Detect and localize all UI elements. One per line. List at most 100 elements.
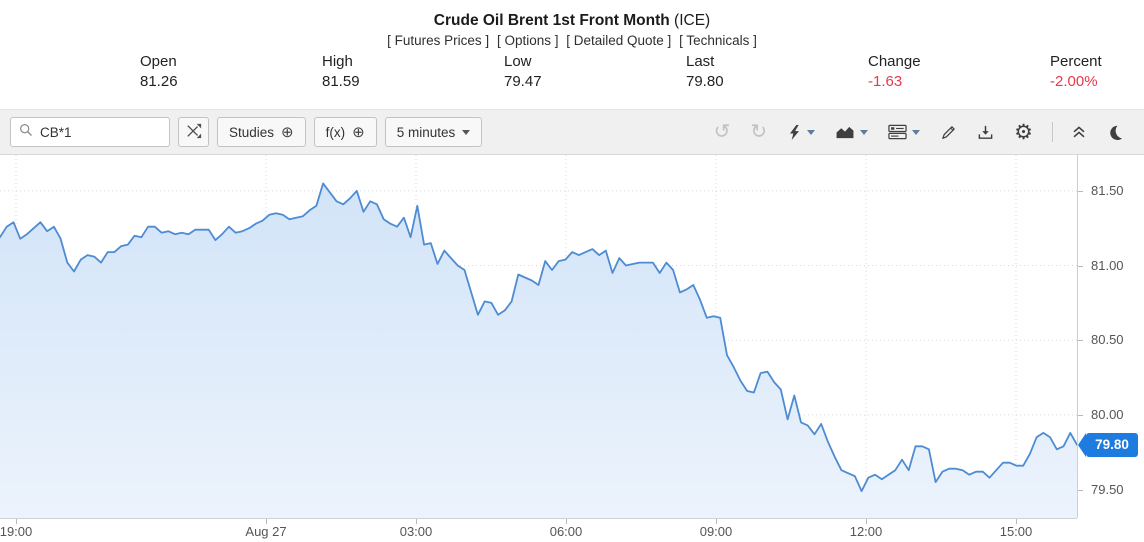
quote-value: 79.47: [504, 73, 542, 90]
undo-button[interactable]: ↺: [707, 117, 738, 147]
quote-field-percent: Percent -2.00%: [1050, 52, 1110, 91]
price-axis-tick: [1078, 265, 1083, 267]
price-axis-tick: [1078, 489, 1083, 491]
link-detailed-quote[interactable]: [ Detailed Quote ]: [566, 33, 672, 48]
link-options[interactable]: [ Options ]: [496, 33, 559, 48]
quote-value: 81.59: [322, 73, 360, 90]
redo-icon: ↻: [750, 121, 768, 143]
download-button[interactable]: [970, 117, 1001, 147]
fx-label: f(x): [325, 124, 346, 140]
compare-icon: [186, 123, 202, 142]
alerts-dropdown-button[interactable]: [780, 117, 822, 147]
time-axis-tick: [266, 519, 267, 524]
price-line: [0, 182, 1078, 492]
quote-value: 79.80: [686, 73, 724, 90]
time-axis-tick: [716, 519, 717, 524]
panels-icon: [888, 124, 907, 140]
gear-icon: ⚙: [1014, 120, 1033, 144]
link-technicals[interactable]: [ Technicals ]: [679, 33, 757, 48]
time-axis-tick: [566, 519, 567, 524]
quote-value: 81.26: [140, 73, 178, 90]
symbol-search-input[interactable]: [40, 124, 150, 140]
time-axis-label: 03:00: [399, 524, 433, 539]
price-axis[interactable]: 81.50 81.00 80.50 80.00 79.50 79.80: [1077, 155, 1144, 518]
theme-toggle-button[interactable]: [1099, 117, 1130, 147]
caret-down-icon: [860, 129, 869, 135]
quote-label: High: [322, 53, 353, 70]
circle-plus-icon: ⊕: [281, 123, 294, 141]
quote-label: Change: [868, 53, 921, 70]
time-axis-label: 06:00: [549, 524, 583, 539]
price-axis-label: 80.00: [1091, 406, 1124, 422]
caret-down-icon: [462, 129, 471, 135]
price-axis-tick: [1078, 414, 1083, 416]
price-area-fill: [0, 183, 1077, 518]
price-axis-label: 79.50: [1091, 481, 1124, 497]
studies-label: Studies: [229, 124, 275, 140]
symbol-search-box[interactable]: [10, 117, 170, 147]
download-icon: [977, 124, 994, 141]
time-axis-tick: [416, 519, 417, 524]
symbol-name: Crude Oil Brent 1st Front Month: [433, 12, 670, 29]
quote-label: Percent: [1050, 53, 1102, 70]
time-axis-label: Aug 27: [245, 524, 287, 539]
price-axis-label: 81.00: [1091, 257, 1124, 273]
area-chart-icon: [835, 125, 855, 140]
price-axis-label: 81.50: [1091, 182, 1124, 198]
exchange-name: (ICE): [674, 12, 711, 29]
circle-plus-icon: ⊕: [352, 123, 365, 141]
period-label: 5 minutes: [396, 124, 456, 140]
quote-label: Low: [504, 53, 532, 70]
time-axis-tick: [866, 519, 867, 524]
caret-down-icon: [807, 129, 816, 135]
quote-value: -2.00%: [1050, 73, 1098, 90]
toolbar-right-icons: ↺ ↻: [707, 117, 1130, 147]
studies-button[interactable]: Studies ⊕: [217, 117, 306, 147]
lightning-icon: [787, 124, 802, 141]
time-axis-label: 15:00: [999, 524, 1033, 539]
last-price-tag: 79.80: [1086, 432, 1138, 457]
link-futures-prices[interactable]: [ Futures Prices ]: [387, 33, 490, 48]
chart-type-dropdown-button[interactable]: [828, 117, 875, 147]
layout-dropdown-button[interactable]: [881, 117, 927, 147]
pencil-icon: [940, 124, 957, 141]
quote-header: Crude Oil Brent 1st Front Month (ICE) [ …: [0, 0, 1144, 100]
quote-label: Open: [140, 53, 177, 70]
collapse-toolbar-button[interactable]: [1065, 117, 1093, 147]
time-axis-label: 12:00: [849, 524, 883, 539]
search-icon: [19, 123, 33, 142]
chart-toolbar: Studies ⊕ f(x) ⊕ 5 minutes ↺ ↻: [0, 109, 1144, 155]
undo-icon: ↺: [713, 121, 731, 143]
double-chevron-up-icon: [1072, 125, 1086, 139]
draw-button[interactable]: [933, 117, 964, 147]
time-axis-label: 09:00: [699, 524, 733, 539]
time-axis-tick: [1016, 519, 1017, 524]
quote-label: Last: [686, 53, 715, 70]
page-title: Crude Oil Brent 1st Front Month (ICE): [0, 12, 1144, 30]
time-axis-label: 19:00: [0, 524, 33, 539]
period-dropdown[interactable]: 5 minutes: [384, 117, 483, 147]
price-axis-tick: [1078, 190, 1083, 192]
axis-corner: [1077, 518, 1144, 542]
settings-button[interactable]: ⚙: [1007, 117, 1040, 147]
compare-button[interactable]: [178, 117, 209, 147]
chart-plot[interactable]: [0, 155, 1078, 518]
quote-field-last: Last 79.80: [686, 52, 746, 91]
time-axis[interactable]: 19:00 Aug 27 03:00 06:00 09:00 12:00 15:00: [0, 518, 1077, 542]
moon-icon: [1106, 124, 1123, 141]
time-axis-tick: [16, 519, 17, 524]
price-area-chart: [0, 155, 1078, 518]
price-axis-tick: [1078, 340, 1083, 342]
quote-field-low: Low 79.47: [504, 52, 564, 91]
quote-row: Open 81.26 High 81.59 Low 79.47 Last 79.…: [0, 52, 1144, 91]
quote-field-high: High 81.59: [322, 52, 382, 91]
price-axis-label: 80.50: [1091, 332, 1124, 348]
fx-button[interactable]: f(x) ⊕: [313, 117, 377, 147]
toolbar-separator: [1052, 122, 1053, 142]
quote-field-open: Open 81.26: [140, 52, 200, 91]
redo-button[interactable]: ↻: [743, 117, 774, 147]
quote-field-change: Change -1.63: [868, 52, 928, 91]
quote-nav-links: [ Futures Prices ] [ Options ] [ Detaile…: [0, 33, 1144, 48]
quote-value: -1.63: [868, 73, 903, 90]
